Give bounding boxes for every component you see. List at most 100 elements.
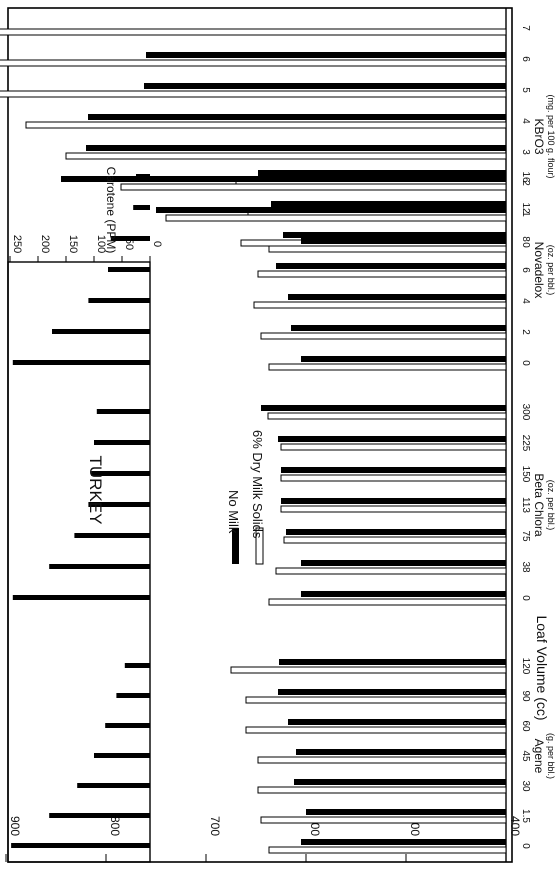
bar-carotene: [12, 360, 150, 365]
category-label: 5: [520, 87, 531, 93]
bar-carotene: [88, 502, 150, 507]
category-label: 75: [520, 530, 531, 542]
bars: [0, 28, 507, 854]
bar-milk: [253, 301, 507, 309]
y2-axis-title: Carotene (PPM): [104, 167, 118, 254]
bar-carotene: [105, 723, 150, 728]
bar-no-milk: [276, 263, 506, 269]
bar-no-milk: [296, 749, 506, 755]
category-label: 2: [520, 180, 531, 186]
category-label: 4: [520, 298, 531, 304]
bar-milk: [0, 28, 507, 36]
y-axis-title: Loaf Volume (cc): [534, 615, 550, 720]
bar-carotene: [133, 205, 150, 210]
category-label: 120: [520, 658, 531, 675]
volume-axis: 4005006007008009001000: [5, 816, 522, 862]
bar-milk: [280, 443, 507, 451]
bar-milk: [283, 536, 507, 544]
volume-tick-label: 900: [8, 816, 22, 836]
category-label: 45: [520, 750, 531, 762]
bar-milk: [120, 183, 507, 191]
bar-milk: [65, 152, 507, 160]
category-label: 1: [520, 211, 531, 217]
group-name: Beta Chlora: [532, 473, 546, 537]
category-label: 2: [520, 329, 531, 335]
bar-milk: [165, 214, 507, 222]
group-unit: (g. per bbl.): [546, 733, 556, 779]
bar-milk: [257, 786, 507, 794]
category-label: 0: [520, 843, 531, 849]
bar-no-milk: [281, 467, 506, 473]
carotene-panel: [7, 261, 151, 863]
bar-carotene: [96, 409, 150, 414]
bar-milk: [257, 270, 507, 278]
bar-milk: [260, 816, 507, 824]
bar-no-milk: [286, 529, 506, 535]
bar-milk: [280, 505, 507, 513]
bar-no-milk: [271, 201, 506, 207]
bar-carotene: [124, 663, 150, 668]
group-name: Agene: [532, 739, 546, 774]
bar-milk: [0, 90, 507, 98]
category-label: 4: [520, 118, 531, 124]
category-label: 150: [520, 466, 531, 483]
group-name: KBrO3: [532, 118, 546, 154]
bar-carotene: [49, 564, 151, 569]
bar-no-milk: [281, 498, 506, 504]
bar-milk: [267, 412, 507, 420]
bar-milk: [268, 363, 507, 371]
bar-no-milk: [86, 145, 506, 151]
bar-no-milk: [279, 659, 506, 665]
bar-carotene: [49, 813, 151, 818]
volume-tick-label: 400: [508, 816, 522, 836]
category-label: 38: [520, 561, 531, 573]
bar-milk: [260, 332, 507, 340]
legend-label-milk: 6% Dry Milk Solids: [250, 430, 265, 539]
bar-carotene: [12, 595, 150, 600]
category-label: 113: [520, 497, 531, 513]
bar-no-milk: [283, 232, 506, 238]
bar-carotene: [116, 693, 150, 698]
bar-no-milk: [294, 779, 506, 785]
bar-no-milk: [301, 591, 506, 597]
bar-no-milk: [301, 238, 506, 244]
bar-milk: [230, 666, 507, 674]
bar-no-milk: [301, 356, 506, 362]
bar-carotene: [11, 843, 151, 848]
category-label: 6: [520, 267, 531, 273]
bar-no-milk: [61, 176, 506, 182]
category-label: 8: [520, 236, 531, 242]
bar-carotene: [77, 783, 150, 788]
group-unit: (oz. per bbl.): [546, 245, 556, 296]
bar-no-milk: [306, 809, 506, 815]
category-label: 7: [520, 25, 531, 31]
carotene-tick-label: 250: [11, 235, 23, 253]
bar-no-milk: [88, 114, 506, 120]
category-label: 60: [520, 720, 531, 732]
carotene-tick-label: 100: [95, 235, 107, 253]
category-label: 225: [520, 435, 531, 452]
category-label: 90: [520, 690, 531, 702]
bar-carotene: [88, 298, 150, 303]
category-label: 12: [520, 202, 531, 214]
bar-milk: [245, 726, 507, 734]
bar-carotene: [91, 471, 150, 476]
bar-carotene: [94, 440, 150, 445]
bar-no-milk: [291, 325, 506, 331]
carotene-tick-label: 0: [151, 241, 163, 247]
bar-milk: [268, 245, 507, 253]
category-label: 0: [520, 242, 531, 248]
group-unit: (mg. per 100 g. flour): [546, 94, 556, 178]
volume-tick-label: 700: [208, 816, 222, 836]
bar-no-milk: [288, 719, 506, 725]
bar-milk: [268, 598, 507, 606]
bar-milk: [25, 121, 507, 129]
legend-swatch-milk: [255, 527, 264, 565]
legend-label-no-milk: No Milk: [226, 490, 241, 534]
category-label: 1.5: [520, 809, 531, 823]
volume-tick-label: 800: [108, 816, 122, 836]
chart-title: TURKEY: [86, 456, 105, 525]
category-label: 6: [520, 56, 531, 62]
